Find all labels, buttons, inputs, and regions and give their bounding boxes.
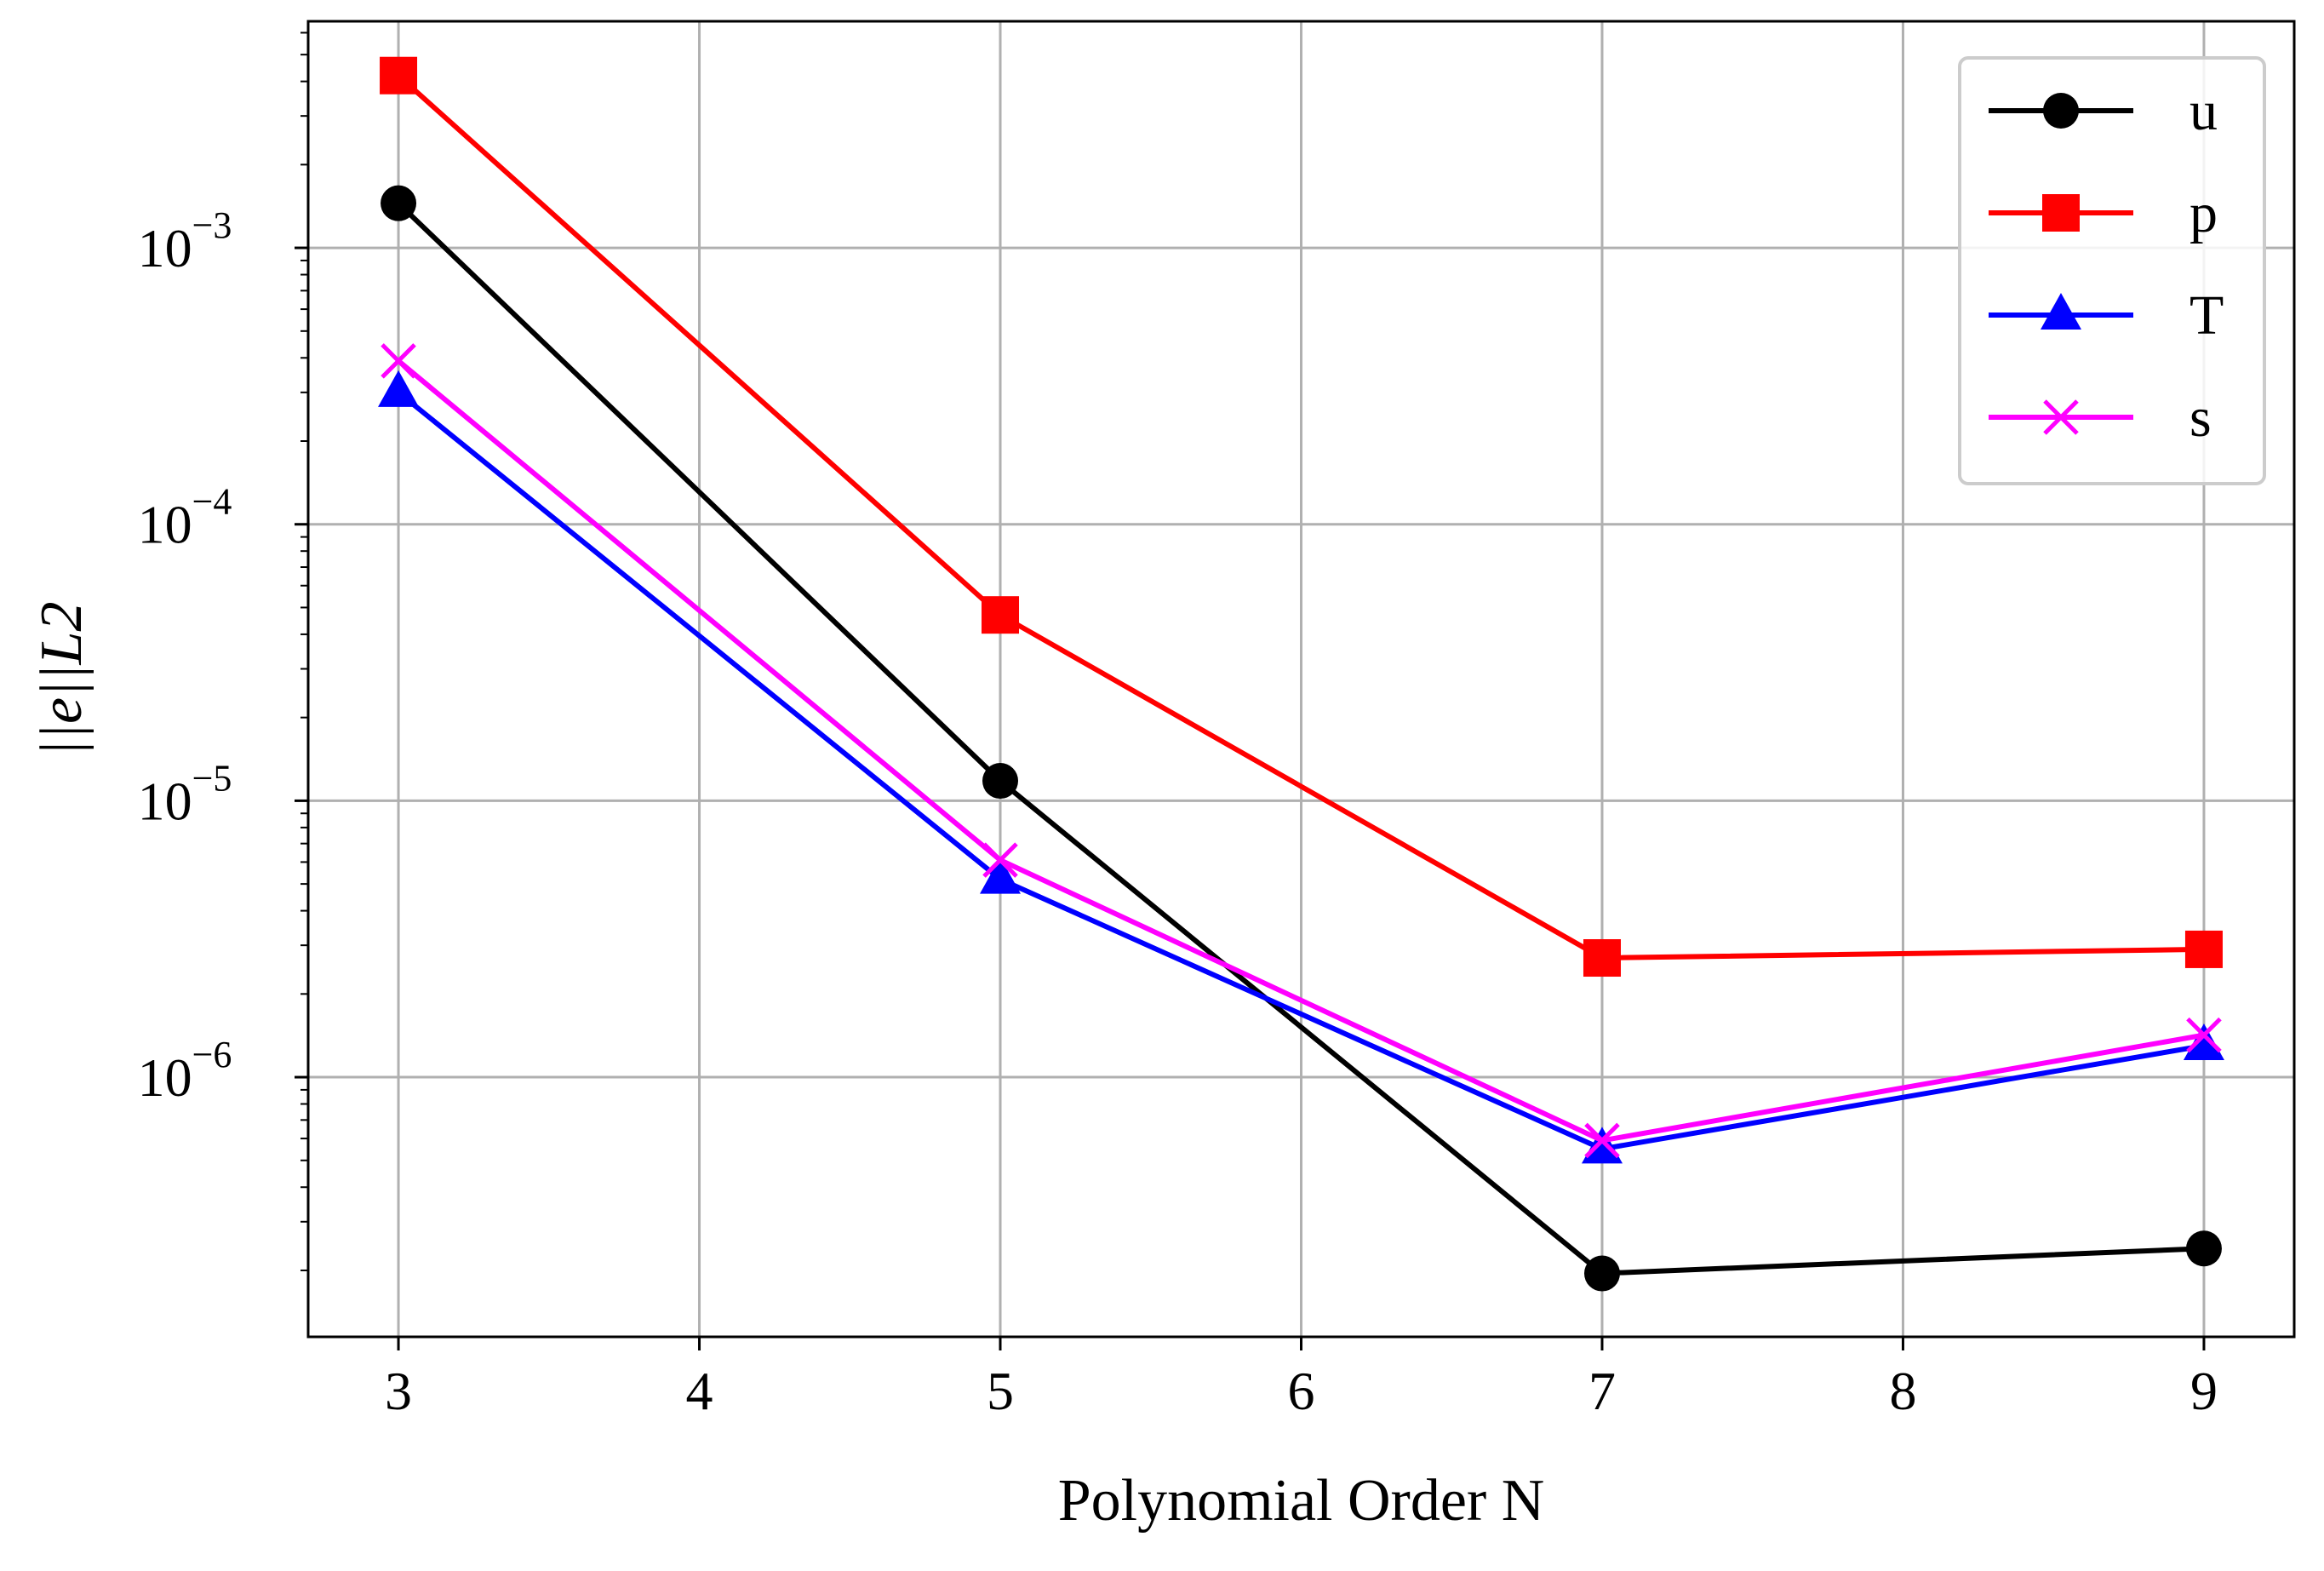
series-T [378, 370, 2224, 1164]
y-tick-label: 10−5 [138, 757, 232, 831]
data-point [378, 370, 420, 407]
data-point [1581, 1127, 1623, 1164]
x-axis-label: Polynomial Order N [1058, 1468, 1545, 1534]
data-point [381, 185, 417, 221]
data-point [1584, 1122, 1620, 1159]
series-p [380, 56, 2223, 978]
legend-label: T [2189, 284, 2224, 347]
data-point [2184, 930, 2223, 968]
data-point [2042, 194, 2080, 232]
data-point [2043, 93, 2079, 129]
legend-label: s [2189, 387, 2212, 449]
series-layer [378, 56, 2224, 1292]
y-tick-label: 10−3 [138, 204, 232, 278]
data-point [982, 842, 1018, 878]
y-axis-label: ||e||L2 [29, 602, 94, 757]
legend-label: p [2189, 182, 2218, 244]
series-line [397, 358, 2205, 1144]
series-line [397, 390, 2205, 1152]
series-u [381, 185, 2222, 1292]
x-tick-label: 4 [686, 1361, 713, 1421]
series-line [397, 73, 2204, 961]
axes-ticks: 3 4 5 6 7 8 9 10−6 10−5 10−4 10−3 [138, 32, 2218, 1421]
x-tick-label: 6 [1288, 1361, 1315, 1421]
legend-item: s [1989, 387, 2212, 449]
x-tick-label: 8 [1889, 1361, 1916, 1421]
legend-box [1958, 56, 2266, 485]
data-point [1583, 1255, 1620, 1292]
data-point [380, 56, 418, 95]
legend-item: u [1989, 80, 2218, 142]
legend-item: p [1989, 182, 2218, 244]
data-point [381, 343, 416, 379]
data-point [2041, 293, 2081, 330]
y-tick-label: 10−6 [138, 1034, 232, 1108]
data-point [982, 596, 1020, 634]
x-tick-label: 9 [2190, 1361, 2218, 1421]
series-line [396, 201, 2205, 1276]
data-point [2185, 1230, 2222, 1267]
x-tick-label: 3 [385, 1361, 412, 1421]
series-s [381, 343, 2222, 1159]
data-point [2183, 1023, 2224, 1061]
data-point [2043, 399, 2079, 435]
data-point [982, 763, 1019, 800]
x-tick-label: 5 [987, 1361, 1014, 1421]
legend-item: T [1989, 284, 2224, 347]
x-tick-label: 7 [1588, 1361, 1616, 1421]
legend-label: u [2189, 80, 2218, 142]
data-point [2186, 1017, 2222, 1053]
y-axis-label-text: ||e||L2 [29, 602, 94, 757]
data-point [980, 857, 1022, 894]
y-tick-label: 10−4 [138, 481, 232, 555]
data-point [1583, 939, 1621, 978]
